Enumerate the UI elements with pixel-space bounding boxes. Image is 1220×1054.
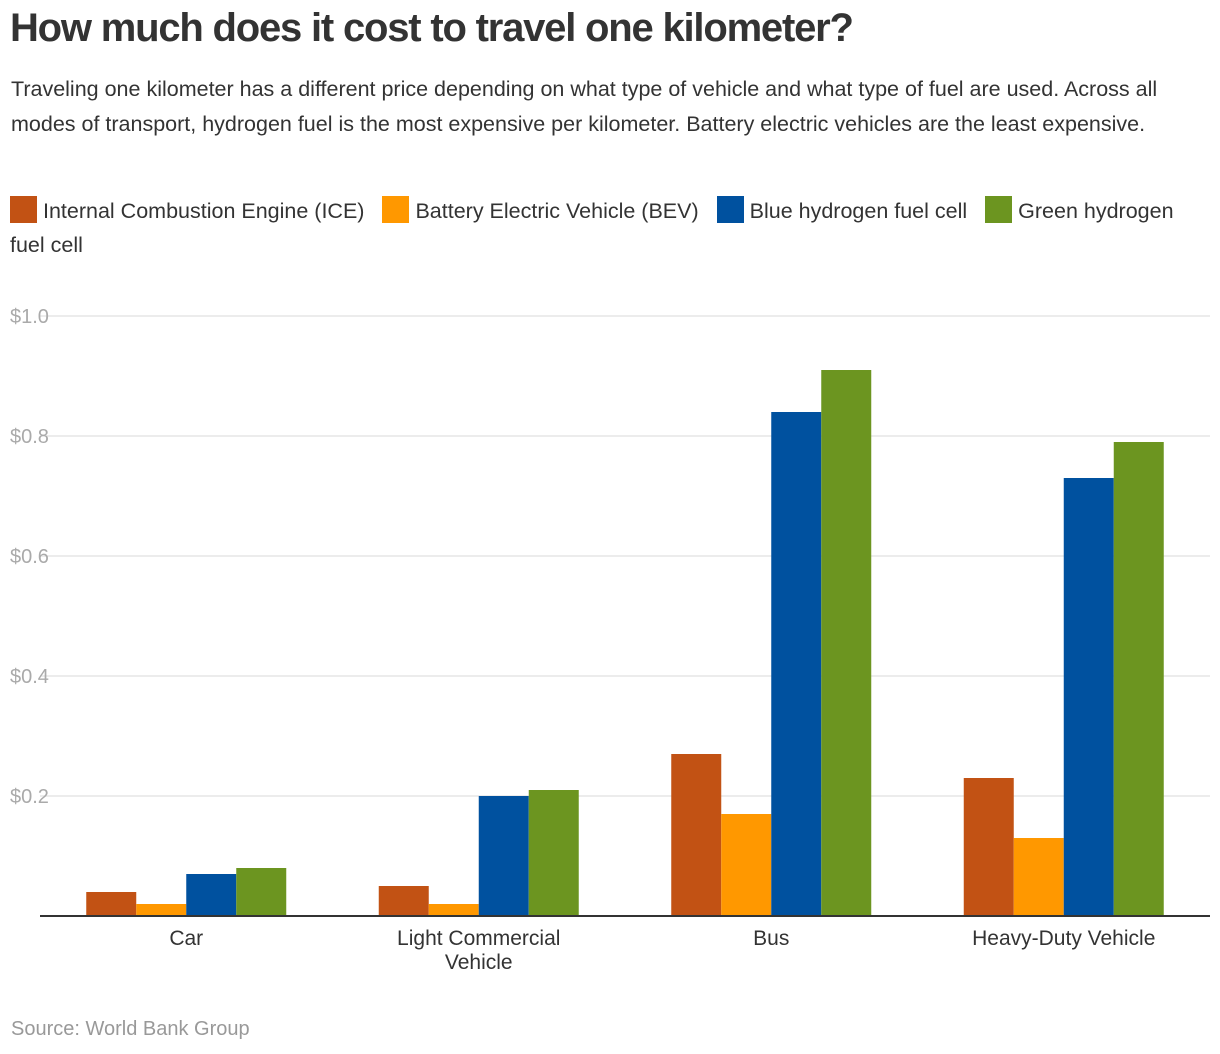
- legend-label: Battery Electric Vehicle (BEV): [415, 199, 699, 223]
- bar: Battery Electric Vehicle (BEV): $0.02: [428, 904, 479, 916]
- legend: Internal Combustion Engine (ICE) Battery…: [10, 194, 1210, 262]
- bar: Green hydrogen fuel cell: $0.21: [528, 790, 579, 916]
- legend-swatch: [985, 196, 1013, 223]
- bar: Blue hydrogen fuel cell: $0.73: [1063, 478, 1114, 916]
- legend-item: Internal Combustion Engine (ICE): [10, 196, 365, 223]
- x-tick-label-line: Heavy-Duty Vehicle: [972, 927, 1155, 950]
- legend-item: Green hydrogen fuel cell: [10, 196, 1174, 257]
- x-tick-label: Light Commercial Vehicle: [397, 927, 560, 974]
- legend-label: Green hydrogen fuel cell: [10, 199, 1174, 257]
- legend-swatch: [10, 196, 37, 223]
- x-axis-ticks: Car Light Commercial Vehicle Bus Heavy-Duty …: [169, 927, 1155, 974]
- legend-label: Blue hydrogen fuel cell: [749, 199, 968, 223]
- legend-item: Blue hydrogen fuel cell: [716, 196, 968, 223]
- bar: Blue hydrogen fuel cell: $0.84: [771, 412, 822, 916]
- y-tick-label: $1.0: [10, 306, 49, 328]
- source-note: Source: World Bank Group: [11, 1018, 250, 1040]
- legend-item: Battery Electric Vehicle (BEV): [382, 196, 699, 223]
- chart-subtitle: Traveling one kilometer has a different …: [11, 77, 1158, 136]
- bar: Internal Combustion Engine (ICE): $0.05: [378, 886, 429, 916]
- bar: Green hydrogen fuel cell: $0.79: [1113, 442, 1164, 916]
- bar: Green hydrogen fuel cell: $0.08: [236, 868, 287, 916]
- bar: Battery Electric Vehicle (BEV): $0.17: [721, 814, 772, 916]
- bar: Blue hydrogen fuel cell: $0.07: [186, 874, 237, 916]
- x-tick-label-line: Car: [169, 927, 203, 950]
- legend-swatch: [716, 196, 744, 223]
- bar: Internal Combustion Engine (ICE): $0.27: [671, 754, 722, 916]
- bar: Battery Electric Vehicle (BEV): $0.02: [136, 904, 187, 916]
- x-tick-label-line: Bus: [753, 927, 789, 950]
- bar: Blue hydrogen fuel cell: $0.2: [478, 796, 529, 916]
- x-tick-label: Heavy-Duty Vehicle: [972, 927, 1155, 950]
- legend-label: Internal Combustion Engine (ICE): [43, 199, 365, 223]
- x-tick-label: Car: [169, 927, 203, 950]
- x-tick-label-line: Vehicle: [445, 951, 513, 974]
- y-tick-label: $0.8: [10, 426, 49, 448]
- x-tick-label-line: Light Commercial: [397, 927, 560, 950]
- y-tick-label: $0.6: [10, 546, 49, 568]
- chart-title: How much does it cost to travel one kilo…: [10, 6, 854, 50]
- x-tick-label: Bus: [753, 927, 789, 950]
- bars: Internal Combustion Engine (ICE): $0.04B…: [86, 370, 1164, 916]
- grid-lines: [40, 315, 1210, 797]
- bar: Internal Combustion Engine (ICE): $0.23: [963, 778, 1014, 916]
- y-tick-label: $0.4: [10, 666, 49, 688]
- bar: Green hydrogen fuel cell: $0.91: [821, 370, 872, 916]
- legend-swatch: [382, 196, 410, 223]
- bar: Internal Combustion Engine (ICE): $0.04: [86, 892, 137, 916]
- y-tick-label: $0.2: [10, 786, 49, 808]
- y-axis-ticks: $0.2 $0.4 $0.6 $0.8 $1.0: [10, 306, 49, 808]
- bar: Battery Electric Vehicle (BEV): $0.13: [1013, 838, 1064, 916]
